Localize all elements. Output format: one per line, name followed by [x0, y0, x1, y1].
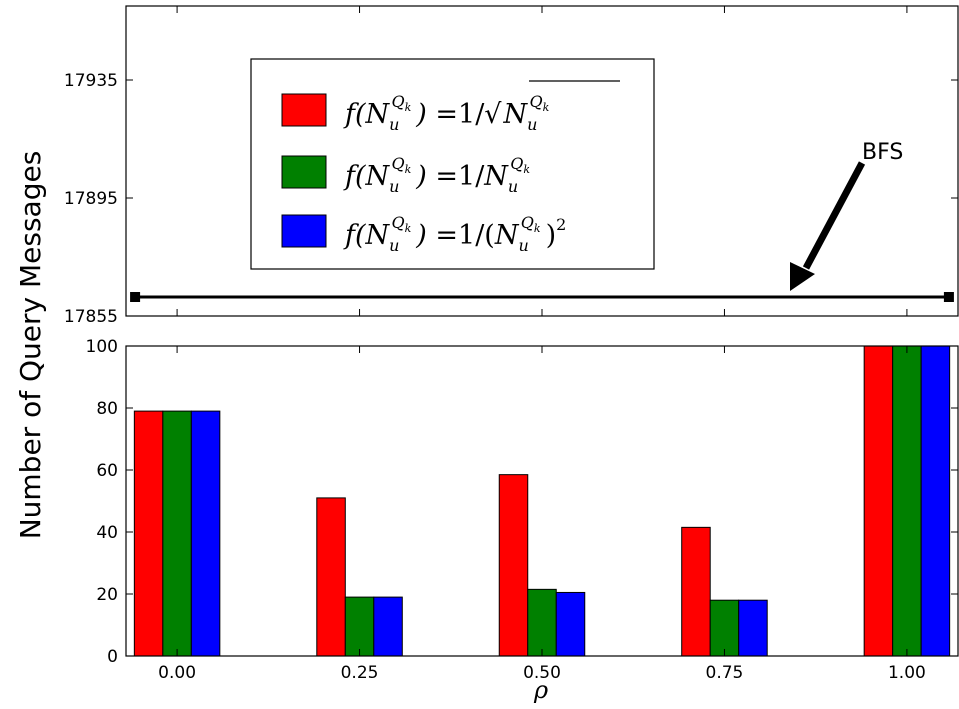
y-axis-title: Number of Query Messages: [14, 151, 47, 540]
xtick-label: 0.00: [158, 663, 196, 683]
lower-panel: 0 20 40 60 80 100 0.00 0.25 0.50 0.75 1.00: [86, 337, 959, 683]
legend-entry-inverse: f(NuQk) =1/NuQk: [343, 154, 530, 196]
bars: [133, 345, 951, 657]
upper-ytick-label: 17935: [64, 71, 118, 91]
bfs-marker-start: [130, 292, 141, 302]
bar-0.25-series-2: [373, 596, 403, 657]
bar-0.25-series-0: [316, 497, 346, 657]
bar-0.75-series-0: [681, 526, 711, 657]
xtick-label: 0.25: [341, 663, 379, 683]
upper-panel: 17855 17895 17935 f(NuQk) =1/√NuQk f(NuQk)…: [64, 5, 959, 327]
xtick-label: 0.75: [706, 663, 744, 683]
bar-0.00-series-2: [190, 410, 221, 657]
bar-1.00-series-0: [863, 345, 894, 657]
legend: f(NuQk) =1/√NuQk f(NuQk) =1/NuQk f(NuQk)…: [250, 58, 655, 270]
bar-0.75-series-2: [738, 599, 768, 657]
legend-entry-sqrt: f(NuQk) =1/√NuQk: [343, 92, 550, 134]
bar-0.25-series-1: [344, 596, 375, 657]
x-axis-title: ρ: [533, 676, 548, 704]
lower-ytick-label: 20: [96, 585, 118, 605]
legend-swatch-blue: [281, 214, 327, 248]
xtick-label: 0.50: [523, 663, 561, 683]
bfs-arrow-shaft: [802, 161, 866, 270]
bar-1.00-series-2: [920, 345, 951, 657]
upper-ytick-label: 17895: [64, 189, 118, 209]
bfs-arrow-head: [790, 262, 815, 291]
x-axis-ticks: 0.00 0.25 0.50 0.75 1.00: [158, 346, 926, 683]
lower-axis-ticks: 0 20 40 60 80 100: [86, 337, 958, 667]
legend-swatch-red: [281, 93, 327, 127]
lower-ytick-label: 40: [96, 523, 118, 543]
bar-0.75-series-1: [709, 599, 740, 657]
bfs-annotation-label: BFS: [862, 140, 903, 165]
lower-ytick-label: 80: [96, 399, 118, 419]
bar-1.00-series-1: [892, 345, 922, 657]
lower-ytick-label: 100: [86, 337, 118, 357]
upper-ytick-label: 17855: [64, 307, 118, 327]
bar-0.50-series-2: [555, 591, 586, 657]
bar-0.00-series-1: [162, 410, 192, 657]
bar-0.50-series-1: [527, 588, 557, 657]
lower-ytick-label: 0: [107, 647, 118, 667]
bar-0.00-series-0: [133, 410, 164, 657]
bfs-reference-line-group: [130, 292, 954, 302]
lower-ytick-label: 60: [96, 461, 118, 481]
xtick-label: 1.00: [888, 663, 926, 683]
upper-axis-ticks: 17855 17895 17935: [64, 6, 958, 327]
bar-0.50-series-0: [498, 474, 529, 657]
bfs-annotation: BFS: [790, 140, 903, 291]
legend-swatch-green: [281, 155, 327, 189]
bfs-marker-end: [943, 292, 954, 302]
